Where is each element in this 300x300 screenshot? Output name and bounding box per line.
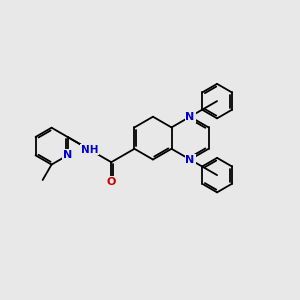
Text: N: N (185, 112, 195, 122)
Text: N: N (185, 154, 195, 164)
Text: O: O (106, 176, 116, 187)
Text: N: N (63, 150, 72, 161)
Text: NH: NH (81, 145, 98, 154)
